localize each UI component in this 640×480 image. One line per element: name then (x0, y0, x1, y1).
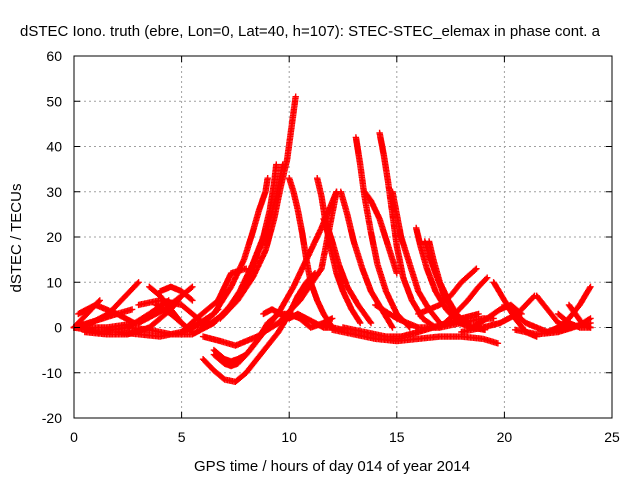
data-series-23 (260, 306, 336, 331)
y-axis-label: dSTEC / TECUs (8, 184, 25, 293)
y-tick-label: 10 (46, 274, 62, 290)
y-tick-label: 50 (46, 93, 62, 109)
series-markers (189, 175, 271, 331)
series-markers (286, 175, 347, 333)
x-tick-label: 10 (281, 429, 297, 445)
series-markers (260, 306, 336, 331)
series-markers (533, 292, 573, 331)
series-markers (352, 134, 413, 331)
data-series-24 (286, 175, 347, 333)
x-tick-label: 25 (604, 429, 620, 445)
y-tick-label: 0 (54, 320, 62, 336)
series-markers (565, 301, 594, 331)
x-tick-label: 15 (389, 429, 405, 445)
data-series-39 (436, 274, 491, 331)
series-markers (152, 301, 185, 327)
data-series-5 (75, 301, 138, 327)
series-markers (337, 188, 396, 331)
chart-title: dSTEC Iono. truth (ebre, Lon=0, Lat=40, … (20, 23, 601, 40)
data-series-13 (152, 301, 185, 327)
data-series-28 (352, 134, 413, 331)
grid (74, 56, 612, 418)
x-tick-label: 20 (497, 429, 513, 445)
y-tick-label: 20 (46, 229, 62, 245)
y-tick-label: 60 (46, 48, 62, 64)
data-series-45 (533, 292, 573, 331)
data-series-27 (337, 188, 396, 331)
series-markers (415, 265, 480, 318)
series-markers (320, 215, 375, 327)
series-markers (217, 93, 299, 322)
data-series-48 (565, 301, 594, 331)
data-series-30 (361, 188, 400, 277)
series-markers (361, 188, 400, 277)
series-markers (75, 301, 138, 327)
data-series-35 (329, 326, 502, 347)
data-series-26 (320, 215, 375, 327)
x-axis-label: GPS time / hours of day 014 of year 2014 (194, 458, 470, 475)
data-series-18 (217, 93, 299, 322)
y-tick-label: 40 (46, 139, 62, 155)
data-series-15 (189, 175, 271, 331)
data-marks (70, 93, 594, 385)
y-tick-label: 30 (46, 184, 62, 200)
series-markers (156, 283, 196, 304)
y-tick-label: -10 (42, 365, 62, 381)
data-series-38 (415, 265, 480, 318)
y-tick-label: -20 (42, 410, 62, 426)
axis-ticks: 0 5 10 15 20 25 -20 -10 0 10 20 30 40 50 60 (42, 48, 620, 445)
data-series-11 (156, 283, 196, 304)
series-markers (329, 326, 502, 347)
x-tick-label: 0 (70, 429, 78, 445)
x-tick-label: 5 (178, 429, 186, 445)
series-markers (436, 274, 491, 331)
